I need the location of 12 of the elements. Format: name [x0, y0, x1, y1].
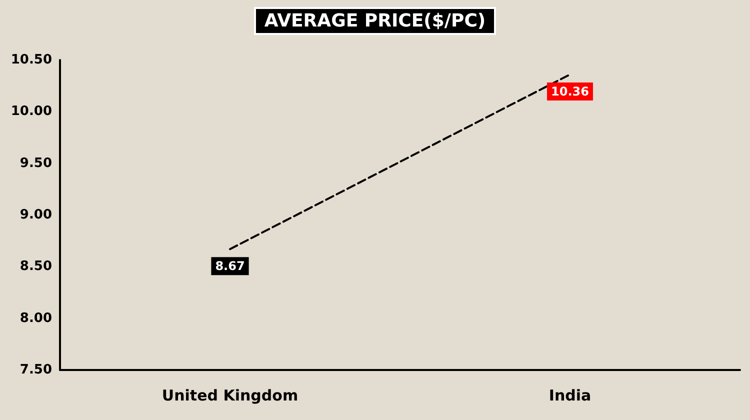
y-tick-label: 8.00	[20, 310, 52, 326]
x-tick-label: United Kingdom	[162, 386, 298, 404]
y-tick-label: 10.50	[10, 52, 52, 68]
y-tick-label: 9.00	[20, 208, 52, 222]
y-tick-label: 8.50	[20, 259, 52, 274]
y-tick-label: 10.00	[10, 104, 52, 120]
y-tick-label: 9.50	[20, 156, 52, 171]
chart-title: AVERAGE PRICE($/PC)	[264, 10, 486, 32]
x-tick-label: India	[548, 386, 592, 404]
data-label: 10.36	[551, 84, 589, 98]
y-tick-label: 7.50	[20, 362, 52, 378]
data-label: 8.67	[215, 259, 245, 274]
